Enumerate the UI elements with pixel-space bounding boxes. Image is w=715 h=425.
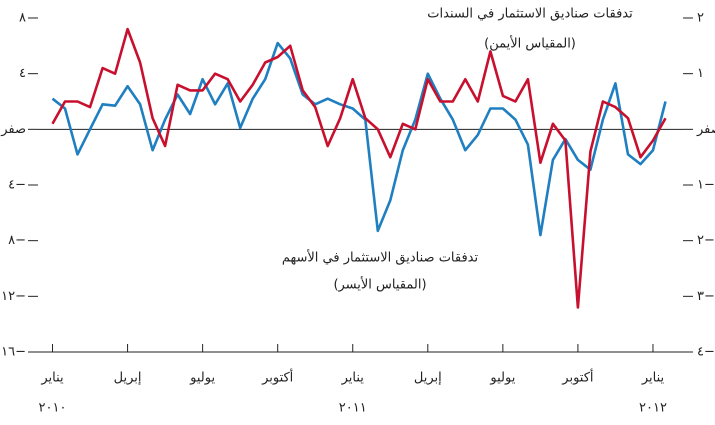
series-note: (المقياس الأيمن) <box>484 35 576 52</box>
y2-tick-label: ٣− <box>697 289 715 304</box>
x-tick-label: إبريل <box>114 371 142 386</box>
y-tick-label: ١٦− <box>1 345 26 360</box>
x-tick-label: أكتوبر <box>261 369 293 386</box>
y-tick-label: صفر <box>0 122 26 137</box>
series-line <box>51 41 667 237</box>
y2-tick-label: ٢− <box>697 233 715 248</box>
x-tick-label: يناير <box>40 371 64 386</box>
y-tick-label: ١٢− <box>1 289 26 304</box>
y2-tick-label: ٤− <box>697 345 715 360</box>
year-label: ٢٠١٠ <box>39 401 67 416</box>
y2-tick-label: صفر <box>696 122 715 137</box>
x-tick-label: يوليو <box>489 371 515 386</box>
year-label: ٢٠١١ <box>339 401 367 416</box>
y2-tick-label: ١− <box>697 178 715 193</box>
series-label: تدفقات صناديق الاستثمار في السندات <box>427 7 633 22</box>
y-tick-label: ٤ <box>19 66 26 81</box>
x-tick-label: يوليو <box>189 371 215 386</box>
y2-tick-label: ٢ <box>697 11 704 26</box>
series-label: تدفقات صناديق الاستثمار في الأسهم <box>282 249 479 266</box>
x-tick-label: إبريل <box>414 371 442 386</box>
series-line <box>51 27 667 309</box>
y2-tick-label: ١ <box>697 66 704 81</box>
y-tick-label: ٨− <box>8 233 26 248</box>
series-note: (المقياس الأيسر) <box>333 276 426 293</box>
x-tick-label: أكتوبر <box>561 369 593 386</box>
year-label: ٢٠١٢ <box>639 401 667 416</box>
x-tick-label: يناير <box>341 371 365 386</box>
x-tick-label: يناير <box>641 371 665 386</box>
y-tick-label: ٨ <box>19 11 26 26</box>
y-tick-label: ٤− <box>8 178 26 193</box>
